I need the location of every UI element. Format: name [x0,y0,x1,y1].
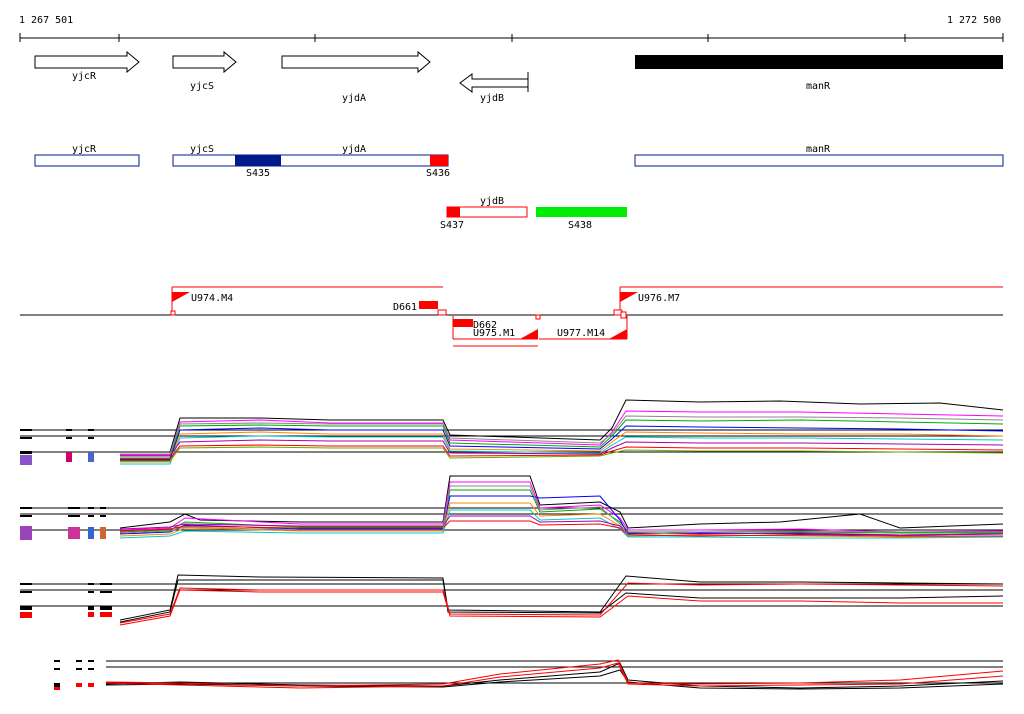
block-label: S436 [426,168,450,179]
panel-3-marks [20,583,112,618]
expression-panel-1 [20,399,1004,465]
segment-label: yjcR [72,144,97,155]
panel-1-profiles [120,399,1004,465]
block-label: S438 [568,220,592,231]
segment-label: manR [806,144,831,155]
tu-label: U976.M7 [638,293,680,304]
gene-annotation-track: yjcR yjcS yjdA yjdB manR [34,50,1003,104]
segment-label: yjdB [480,196,504,207]
expression-panel-3 [20,574,1004,626]
panel-3-profiles [119,574,1004,626]
block-label: S435 [246,168,270,179]
gene-arrow-yjcS[interactable] [172,50,237,74]
block-S438[interactable] [536,207,627,217]
tu-end-flag [609,329,627,339]
segment-track: yjcR yjcS yjdA manR S435 S436 yjdB S437 … [34,144,1004,231]
gene-arrow-yjdA[interactable] [281,50,431,74]
panel-2-profiles [119,475,1004,539]
block-S436[interactable] [430,155,448,166]
gene-label: yjdB [480,93,504,104]
tu-end-flag [520,329,538,339]
terminator-label: D662 [473,320,497,331]
tu-start-flag [620,292,638,302]
gene-bar-manR[interactable] [635,55,1003,69]
panel-4-profiles [105,659,1004,690]
expression-panel-2 [20,475,1004,540]
gene-label: yjcS [190,81,214,92]
block-S437[interactable] [447,207,460,217]
gene-label: yjcR [72,71,97,82]
block-S435[interactable] [235,155,281,166]
terminator-D662[interactable] [453,319,473,327]
segment-label: yjcS [190,144,214,155]
ruler-start-label: 1 267 501 [19,15,73,26]
segment-label: yjdA [342,144,366,155]
ruler-end-label: 1 272 500 [947,15,1001,26]
tu-label: U977.M14 [557,328,605,339]
expression-panel-4 [54,659,1004,690]
gene-label: manR [806,81,831,92]
block-label: S437 [440,220,464,231]
segment-manR[interactable] [634,154,1004,167]
segment-yjcS-yjdA[interactable] [172,154,449,167]
panel-1-marks [20,429,94,465]
panel-2-marks [20,507,106,540]
panel-4-marks [54,660,94,690]
gene-arrow-yjcR[interactable] [34,50,140,74]
tu-label: U974.M4 [191,293,233,304]
coordinate-ruler: 1 267 501 1 272 500 [19,15,1004,42]
segment-yjcR[interactable] [34,154,140,167]
terminator-label: D661 [393,302,417,313]
transcription-unit-track: U974.M4 D661 D662 U975.M1 U976.M7 U977.M… [20,286,1003,347]
gene-label: yjdA [342,93,366,104]
tu-start-flag [172,292,190,302]
gene-arrow-yjdB[interactable] [459,73,529,93]
terminator-D661[interactable] [419,301,438,309]
tu-label: U975.M1 [473,328,515,339]
